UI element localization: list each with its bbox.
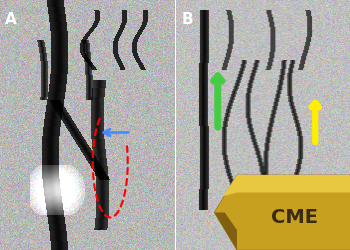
Polygon shape: [214, 175, 350, 250]
Polygon shape: [214, 212, 237, 250]
Polygon shape: [223, 175, 350, 196]
Text: B: B: [181, 12, 193, 28]
Text: CME: CME: [271, 208, 318, 227]
Text: A: A: [5, 12, 17, 28]
